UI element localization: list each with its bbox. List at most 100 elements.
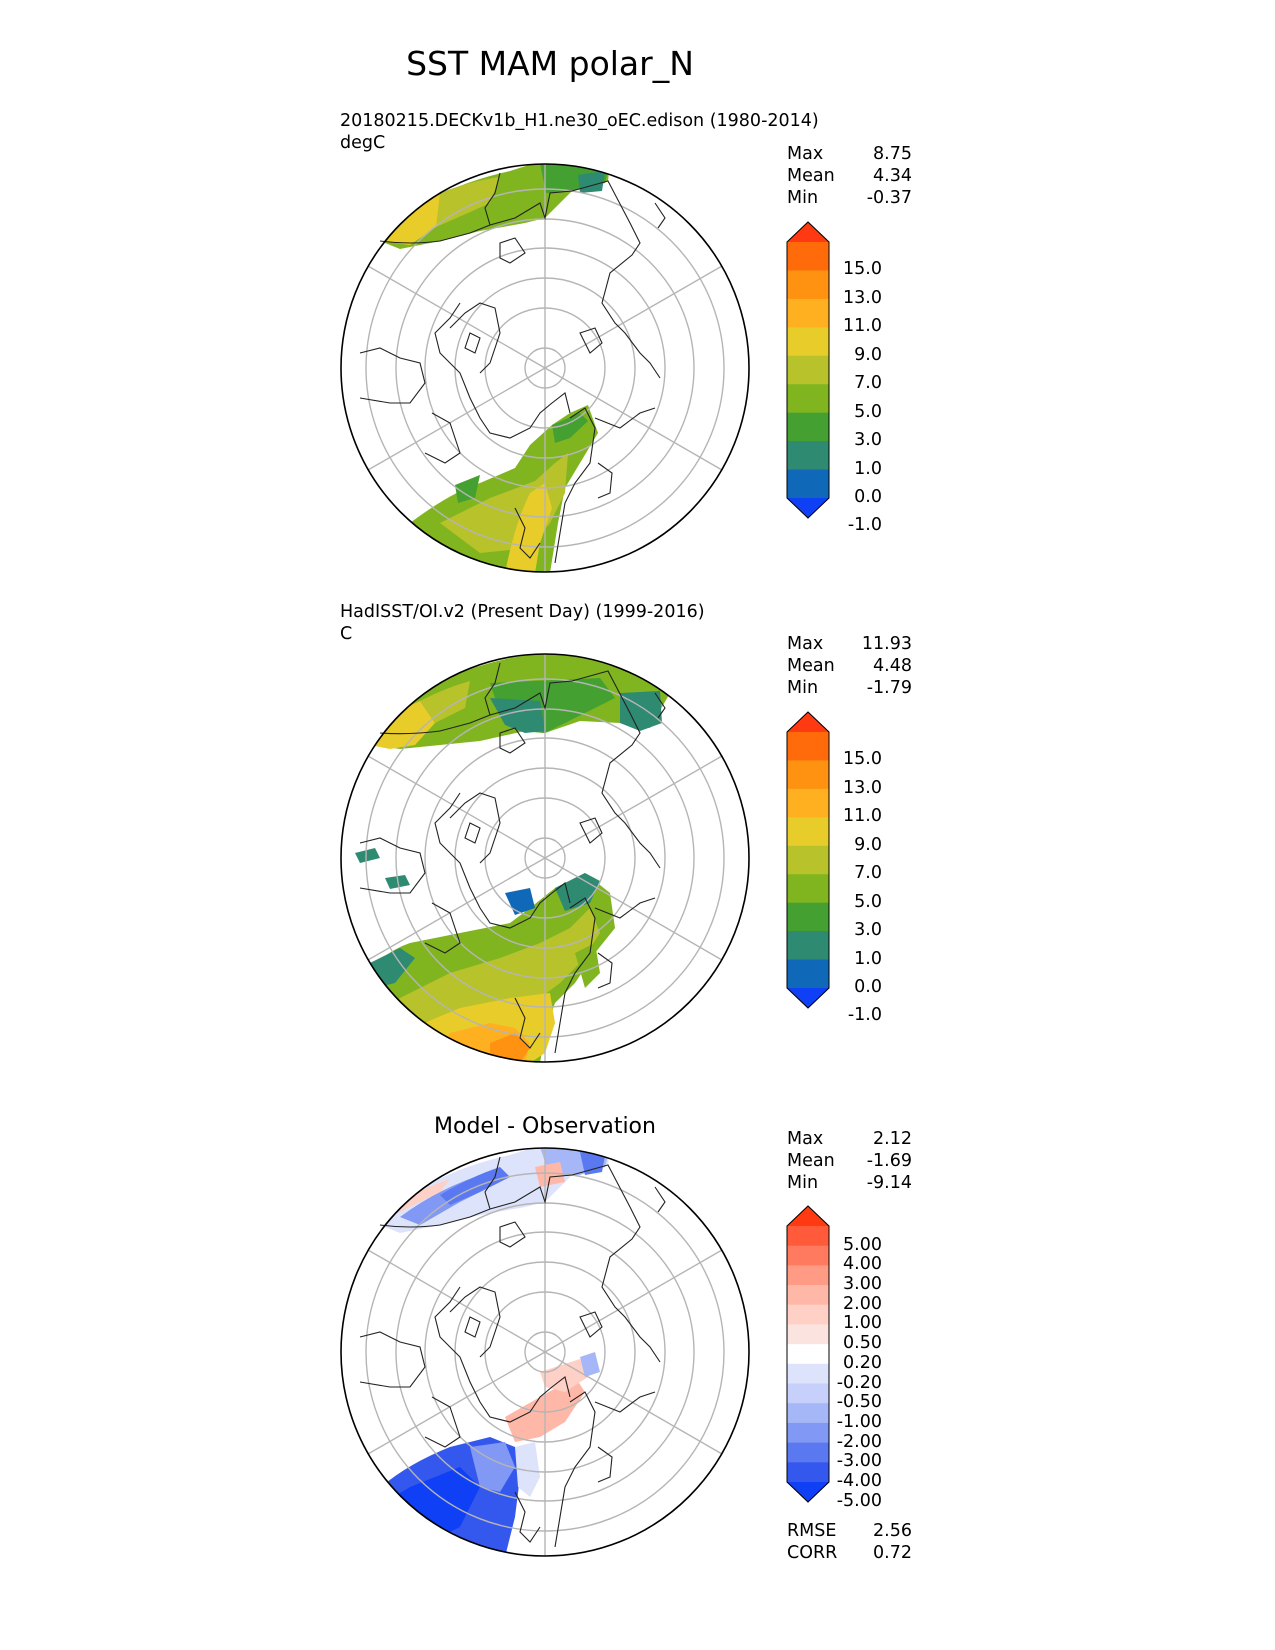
panel-1-atlantic-field — [400, 405, 598, 572]
colorbar-tick-label: -1.0 — [847, 515, 882, 536]
panel-1-stats: Max 8.75 Mean 4.34 Min -0.37 — [787, 143, 912, 209]
colorbar-tick-label: 5.0 — [854, 891, 882, 912]
panel-3-title: Model - Observation — [434, 1114, 656, 1139]
colorbar-tick-label: -1.00 — [836, 1411, 882, 1432]
colorbar-band — [787, 412, 829, 442]
panel-2-case-name: HadISST/OI.v2 (Present Day) (1999-2016) — [340, 602, 705, 622]
colorbar-tick-label: 0.0 — [854, 977, 882, 997]
panel-3-stats: Max 2.12 Mean -1.69 Min -9.14 — [787, 1128, 912, 1194]
colorbar-band — [787, 902, 829, 932]
panel-2-stats: Max 11.93 Mean 4.48 Min -1.79 — [787, 633, 912, 699]
colorbar-band — [787, 959, 829, 989]
colorbar-tick-label: 7.0 — [854, 863, 882, 884]
panel-2-pacific-mid — [420, 681, 470, 723]
colorbar-band — [787, 327, 829, 357]
colorbar-band — [787, 1245, 829, 1266]
stat-max-value: 2.12 — [873, 1129, 912, 1149]
corr-value: 0.72 — [873, 1543, 912, 1563]
colorbar-tick-label: 3.0 — [854, 920, 882, 941]
panel-2-bering-cold — [490, 698, 545, 733]
colorbar-band — [787, 1462, 829, 1483]
stat-mean-value: 4.34 — [873, 166, 912, 186]
panel-2-labrador-cold — [370, 948, 415, 988]
panel-3-colorbar-labels: 5.00 4.00 3.00 2.00 1.00 0.50 0.20 -0.20… — [832, 1206, 882, 1511]
colorbar-band — [787, 1363, 829, 1385]
panel-3-colorbar — [786, 1205, 830, 1503]
panel-3-polar-map — [340, 1147, 750, 1557]
colorbar-band — [787, 1226, 829, 1247]
panel-3-coastlines — [359, 1156, 666, 1548]
colorbar-band — [787, 874, 829, 904]
colorbar-band — [787, 242, 829, 271]
colorbar-band — [787, 1265, 829, 1286]
panel-2-map-boundary — [340, 653, 750, 1063]
panel-3-atlantic-mid — [470, 1442, 515, 1492]
colorbar-band — [787, 469, 829, 499]
colorbar-tick-label: 15.0 — [843, 749, 882, 770]
panel-3-okhotsk — [580, 1152, 605, 1175]
panel-1-coastlines — [359, 172, 666, 564]
colorbar-tick-label: 9.0 — [854, 834, 882, 855]
colorbar-tick-label: 2.00 — [843, 1293, 882, 1314]
stat-mean-value: 4.48 — [873, 656, 912, 676]
colorbar-band — [787, 845, 829, 875]
panel-2-hudson — [355, 848, 380, 863]
corr-label: CORR — [787, 1543, 838, 1563]
colorbar-tick-label: 11.0 — [843, 806, 882, 827]
colorbar-band — [787, 1383, 829, 1404]
colorbar-tick-label: 13.0 — [843, 287, 882, 308]
panel-1-atlantic-warm — [505, 483, 552, 572]
colorbar-band — [787, 1344, 829, 1365]
panel-3-nordic — [515, 1442, 540, 1497]
colorbar-band — [787, 384, 829, 414]
panel-1-graticule — [365, 164, 725, 572]
stat-min-label: Min — [787, 678, 819, 698]
stat-max-value: 8.75 — [873, 144, 912, 164]
panel-3-bering-warm — [535, 1162, 565, 1187]
colorbar-band — [787, 1324, 829, 1345]
stat-mean-label: Mean — [787, 1151, 835, 1171]
stat-min-value: -0.37 — [866, 188, 912, 208]
panel-1-label: 20180215.DECKv1b_H1.ne30_oEC.edison (198… — [340, 110, 819, 154]
panel-3-metrics: RMSE 2.56 CORR 0.72 — [787, 1520, 912, 1564]
stat-max-label: Max — [787, 144, 824, 164]
stat-min-label: Min — [787, 1173, 819, 1193]
panel-2-label: HadISST/OI.v2 (Present Day) (1999-2016) … — [340, 601, 705, 645]
colorbar-tick-label: 0.0 — [854, 487, 882, 507]
panel-1-colorbar-labels: 15.0 13.0 11.0 9.0 7.0 5.0 3.0 1.0 0.0 -… — [832, 222, 882, 535]
panel-1-units: degC — [340, 133, 386, 153]
panel-1-labrador-cold — [455, 475, 480, 503]
stat-mean-label: Mean — [787, 656, 835, 676]
panel-1-polar-map — [340, 163, 750, 573]
panel-3-barents — [580, 1352, 600, 1377]
stat-max-label: Max — [787, 634, 824, 654]
panel-2-okhotsk — [620, 691, 662, 731]
panel-2-units: C — [340, 624, 353, 644]
stat-min-label: Min — [787, 188, 819, 208]
panel-1-case-name: 20180215.DECKv1b_H1.ne30_oEC.edison (198… — [340, 111, 819, 131]
colorbar-outline — [786, 711, 830, 1009]
figure-title: SST MAM polar_N — [406, 44, 694, 83]
colorbar-band — [787, 1422, 829, 1444]
colorbar-tick-label: -1.0 — [847, 1005, 882, 1026]
colorbar-tick-label: -5.00 — [836, 1490, 882, 1511]
colorbar-tick-label: 9.0 — [854, 344, 882, 365]
colorbar-band — [787, 1285, 829, 1306]
colorbar-tick-label: 1.00 — [843, 1313, 882, 1334]
colorbar-extend-top — [787, 712, 829, 732]
colorbar-extend-top — [787, 222, 829, 242]
panel-2-polar-map — [340, 653, 750, 1063]
colorbar-tick-label: 11.0 — [843, 316, 882, 337]
colorbar-extend-bottom — [787, 498, 829, 518]
colorbar-tick-label: 7.0 — [854, 373, 882, 394]
stat-min-value: -1.79 — [866, 678, 912, 698]
panel-1-map-boundary — [340, 163, 750, 573]
colorbar-band — [787, 732, 829, 761]
stat-min-value: -9.14 — [866, 1173, 912, 1193]
panel-2-baltic — [575, 943, 600, 988]
panel-3-atlantic-warm-2 — [540, 1359, 588, 1392]
colorbar-tick-label: 5.00 — [843, 1234, 882, 1255]
panel-3-map-boundary — [340, 1147, 750, 1557]
colorbar-tick-label: -4.00 — [836, 1471, 882, 1491]
colorbar-band — [787, 1304, 829, 1325]
